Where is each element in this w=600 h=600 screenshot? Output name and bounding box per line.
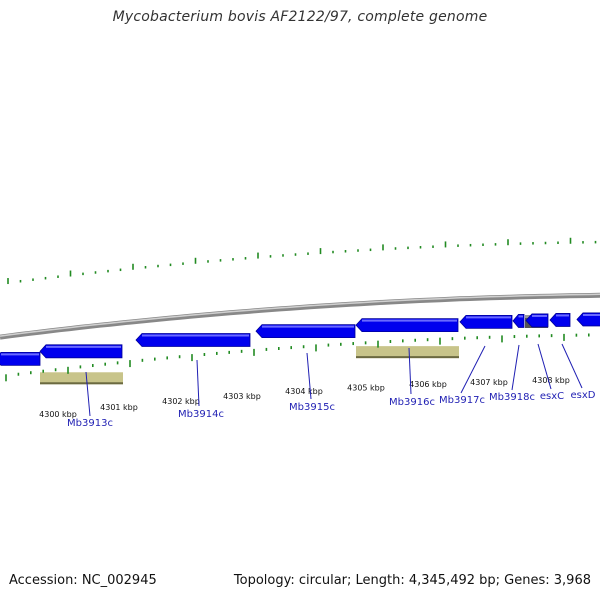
backbone-highlight xyxy=(0,293,600,337)
scale-tick-label: 4302 kbp xyxy=(162,397,200,406)
genome-title: Mycobacterium bovis AF2122/97, complete … xyxy=(112,9,488,25)
gene-leader-line xyxy=(196,359,200,407)
accession-text: Accession: NC_002945 xyxy=(9,573,157,588)
gene-arrow xyxy=(355,318,459,333)
feature-box-edge xyxy=(40,382,123,385)
gene-label-esxd: esxD xyxy=(571,390,596,401)
gene-track xyxy=(0,312,600,366)
backbone-line xyxy=(0,292,600,340)
genome-backbone xyxy=(0,292,600,340)
gene-leader-line xyxy=(306,352,312,400)
scale-tick-label: 4307 kbp xyxy=(470,378,508,387)
scale-tick-label: 4306 kbp xyxy=(409,380,447,389)
gene-label-mb3918c: Mb3918c xyxy=(489,392,535,403)
feature-box xyxy=(40,372,123,385)
gene-label-mb3915c: Mb3915c xyxy=(289,402,335,413)
gene-arrow xyxy=(512,314,525,328)
gene-leader-line xyxy=(85,371,91,417)
gene-leader-line xyxy=(537,343,552,390)
gene-arrow xyxy=(135,333,251,347)
scale-track xyxy=(5,333,590,382)
gene-arrow xyxy=(0,351,41,366)
genome-summary-text: Topology: circular; Length: 4,345,492 bp… xyxy=(233,573,591,588)
scale-tick-label: 4305 kbp xyxy=(347,383,385,392)
scale-tick-label: 4303 kbp xyxy=(223,392,261,401)
gene-label-mb3913c: Mb3913c xyxy=(67,418,113,429)
gene-label-mb3916c: Mb3916c xyxy=(389,397,435,408)
scale-tick-label: 4304 kbp xyxy=(285,387,323,396)
gene-arrow xyxy=(549,313,571,327)
gene-arrow xyxy=(255,324,356,338)
scale-labels: 4300 kbp 4301 kbp 4302 kbp 4303 kbp 4304 kbp… xyxy=(39,376,570,419)
gene-arrow xyxy=(459,315,513,329)
scale-tick-label: 4308 kbp xyxy=(532,376,570,385)
gc-skew-track xyxy=(7,237,597,285)
gene-leader-line xyxy=(511,344,520,391)
scale-tick-label: 4301 kbp xyxy=(100,403,138,412)
gene-leader-line xyxy=(408,347,412,395)
gene-label-mb3914c: Mb3914c xyxy=(178,409,224,420)
gene-arrow xyxy=(576,312,600,327)
gene-label-mb3917c: Mb3917c xyxy=(439,395,485,406)
scale-tick-label: 4300 kbp xyxy=(39,410,77,419)
feature-box xyxy=(356,346,459,359)
gene-arrow xyxy=(525,313,549,328)
gene-labels: Mb3913c Mb3914c Mb3915c Mb3916c Mb3917c Mb391… xyxy=(67,343,596,429)
gene-leader-line xyxy=(460,345,486,394)
gene-label-esxc: esxC xyxy=(540,391,564,402)
feature-box-edge xyxy=(356,356,459,359)
gene-leader-line xyxy=(561,343,583,389)
gene-arrow xyxy=(39,344,123,359)
